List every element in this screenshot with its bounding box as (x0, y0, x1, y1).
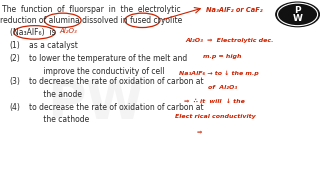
Text: reduction of alumina dissolved in fused cryolite: reduction of alumina dissolved in fused … (0, 16, 182, 25)
Text: to decrease the rate of oxidation of carbon at
      the anode: to decrease the rate of oxidation of car… (29, 77, 204, 99)
Text: Al₂O₃  ⇒  Electrolytic dec.: Al₂O₃ ⇒ Electrolytic dec. (186, 38, 274, 43)
Text: Na₃AlF₆ → to ↓ the m.p: Na₃AlF₆ → to ↓ the m.p (179, 70, 258, 76)
Text: (3): (3) (10, 77, 20, 86)
Text: (2): (2) (10, 54, 20, 63)
Text: (1): (1) (10, 41, 20, 50)
Text: Al₂O₃: Al₂O₃ (59, 28, 77, 34)
Text: (Na₃AlF₆)  is: (Na₃AlF₆) is (10, 28, 55, 37)
Text: Na₃AlF₂ or CaF₂: Na₃AlF₂ or CaF₂ (206, 7, 263, 13)
Text: (4): (4) (10, 103, 20, 112)
Circle shape (276, 2, 319, 27)
Text: of  Al₂O₃: of Al₂O₃ (208, 85, 237, 90)
Text: ⇒: ⇒ (197, 130, 202, 135)
Text: The  function  of  fluorspar  in  the  electrolytic: The function of fluorspar in the electro… (2, 4, 180, 14)
Text: P: P (294, 6, 301, 15)
Text: as a catalyst: as a catalyst (29, 41, 78, 50)
Text: W: W (293, 14, 302, 23)
Text: to lower the temperature of the melt and
      improve the conductivity of cell: to lower the temperature of the melt and… (29, 54, 187, 75)
Text: Elect rical conductivity: Elect rical conductivity (175, 114, 256, 119)
Text: PW: PW (48, 78, 144, 130)
Text: m.p = high: m.p = high (203, 54, 242, 59)
Text: to decrease the rate of oxidation of carbon at
      the cathode: to decrease the rate of oxidation of car… (29, 103, 204, 124)
Text: ⇒  ∴ it  will  ↓ the: ⇒ ∴ it will ↓ the (184, 99, 245, 104)
